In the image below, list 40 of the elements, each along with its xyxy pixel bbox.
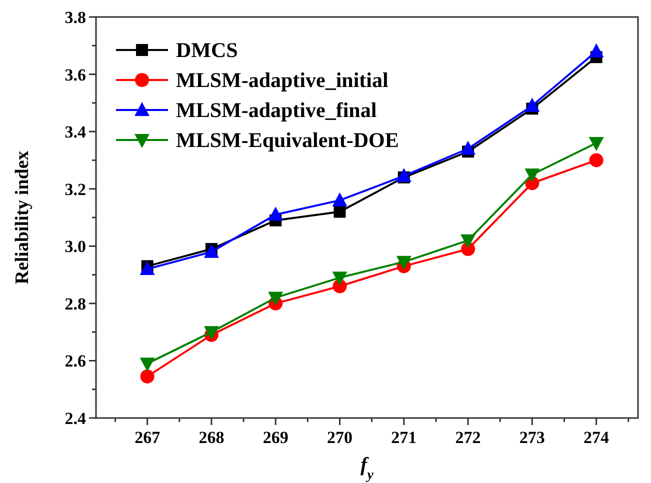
point — [460, 140, 476, 155]
x-tick-label: 267 — [134, 428, 161, 447]
point — [334, 206, 346, 218]
legend-label: MLSM-adaptive_initial — [176, 68, 389, 92]
point — [588, 137, 604, 152]
point — [460, 234, 476, 248]
x-tick-label: 274 — [584, 428, 610, 447]
y-tick-label: 3.2 — [64, 180, 86, 199]
point — [589, 153, 604, 168]
point — [268, 206, 284, 221]
y-axis-title: Reliability index — [12, 150, 33, 284]
point — [396, 256, 412, 270]
x-axis-title: f$_{y}$ — [360, 454, 374, 482]
legend-label: MLSM-adaptive_final — [176, 98, 377, 122]
point — [140, 369, 154, 384]
x-tick-label: 272 — [455, 428, 481, 447]
legend-label: MLSM-Equivalent-DOE — [176, 128, 399, 152]
x-tick-label: 273 — [519, 428, 545, 447]
point — [268, 292, 284, 306]
point — [524, 98, 540, 112]
y-tick-label: 3.0 — [64, 237, 86, 256]
y-tick-label: 2.4 — [64, 409, 86, 428]
point — [332, 192, 348, 206]
x-tick-label: 270 — [326, 428, 352, 447]
y-tick-label: 3.4 — [64, 122, 86, 142]
x-tick-label: 269 — [262, 428, 288, 447]
point — [140, 261, 155, 276]
point — [588, 43, 604, 58]
y-tick-label: 2.8 — [64, 294, 86, 314]
y-tick-label: 2.6 — [64, 352, 86, 371]
point — [332, 272, 348, 286]
point — [524, 168, 540, 183]
y-tick-label: 3.6 — [64, 65, 86, 84]
point — [396, 168, 412, 182]
legend-label: DMCS — [176, 38, 238, 62]
x-tick-label: 271 — [391, 428, 417, 447]
point — [204, 244, 219, 258]
y-tick-label: 3.8 — [64, 8, 86, 27]
point — [140, 358, 155, 372]
x-tick-label: 268 — [198, 428, 224, 447]
